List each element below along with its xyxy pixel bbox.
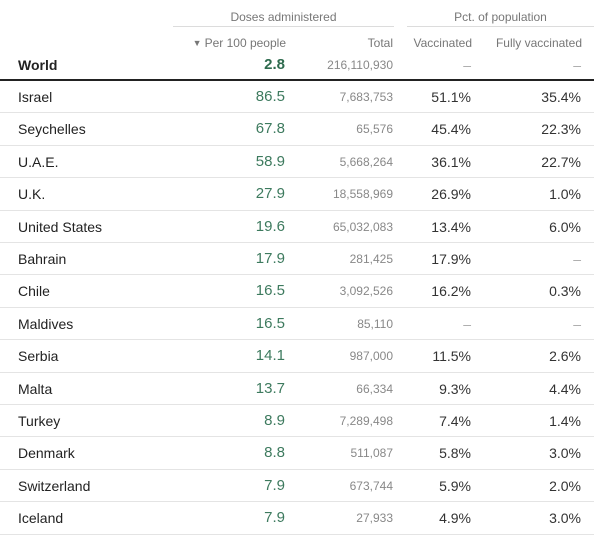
fully-vaccinated-value: – bbox=[573, 57, 581, 73]
total-doses-value: 5,668,264 bbox=[339, 154, 393, 169]
sort-descending-icon: ▼ bbox=[192, 38, 202, 48]
fully-vaccinated-value: – bbox=[573, 315, 581, 332]
total-doses-value: 281,425 bbox=[349, 252, 393, 266]
fully-vaccinated-value: 6.0% bbox=[549, 218, 581, 235]
vaccinated-value: 5.8% bbox=[439, 445, 471, 462]
fully-vaccinated-value: 22.3% bbox=[541, 121, 581, 138]
total-doses-value: 18,558,969 bbox=[332, 187, 393, 202]
table-row: U.K. 27.9 18,558,969 26.9% 1.0% bbox=[0, 178, 594, 211]
vaccinated-value: 17.9% bbox=[431, 251, 471, 267]
vaccinated-value: 4.9% bbox=[439, 510, 471, 527]
per-100-label: Per 100 people bbox=[204, 36, 286, 50]
total-doses-value: 65,032,083 bbox=[332, 219, 393, 234]
table-row: Chile 16.5 3,092,526 16.2% 0.3% bbox=[0, 275, 594, 308]
country-name: U.K. bbox=[18, 186, 46, 203]
per-100-value: 7.9 bbox=[264, 509, 285, 527]
population-group-header: Pct. of population bbox=[407, 0, 594, 27]
vaccinated-value: 13.4% bbox=[431, 218, 471, 235]
fully-vaccinated-value: 3.0% bbox=[549, 510, 581, 527]
vaccinated-value: 51.1% bbox=[431, 89, 471, 105]
vaccinated-value: 16.2% bbox=[431, 283, 471, 300]
country-name: Serbia bbox=[18, 348, 59, 365]
table-row: Malta 13.7 66,334 9.3% 4.4% bbox=[0, 373, 594, 405]
per-100-value: 16.5 bbox=[255, 314, 285, 332]
table-row: Switzerland 7.9 673,744 5.9% 2.0% bbox=[0, 470, 594, 503]
per-100-column-header[interactable]: ▼ Per 100 people bbox=[193, 36, 286, 50]
per-100-value: 19.6 bbox=[255, 217, 285, 235]
per-100-value: 13.7 bbox=[255, 379, 285, 397]
fully-vaccinated-value: 0.3% bbox=[549, 283, 581, 300]
country-name: Denmark bbox=[18, 445, 75, 462]
per-100-value: 14.1 bbox=[255, 347, 285, 365]
total-doses-value: 27,933 bbox=[356, 511, 393, 526]
country-name: World bbox=[18, 57, 58, 73]
table-row: United States 19.6 65,032,083 13.4% 6.0% bbox=[0, 211, 594, 243]
per-100-value: 17.9 bbox=[255, 250, 285, 267]
fully-vaccinated-value: 2.6% bbox=[549, 348, 581, 365]
vaccinated-value: 7.4% bbox=[439, 413, 471, 429]
country-name: Malta bbox=[18, 380, 53, 397]
vaccinated-value: 9.3% bbox=[439, 380, 471, 397]
country-name: Israel bbox=[18, 89, 53, 105]
country-name: Iceland bbox=[18, 510, 64, 527]
vaccinated-value: – bbox=[463, 315, 471, 332]
per-100-value: 67.8 bbox=[255, 120, 285, 138]
world-summary-row: World 2.8 216,110,930 – – bbox=[0, 50, 594, 81]
fully-vaccinated-value: 3.0% bbox=[549, 445, 581, 462]
country-name: Seychelles bbox=[18, 121, 86, 138]
country-name: Turkey bbox=[18, 413, 61, 429]
table-row: Israel 86.5 7,683,753 51.1% 35.4% bbox=[0, 81, 594, 114]
total-doses-value: 3,092,526 bbox=[339, 284, 393, 299]
fully-vaccinated-value: 35.4% bbox=[541, 89, 581, 105]
country-name: Bahrain bbox=[18, 251, 67, 267]
country-name: Chile bbox=[18, 283, 50, 300]
per-100-value: 86.5 bbox=[255, 88, 285, 105]
vaccinated-value: – bbox=[463, 57, 471, 73]
country-name: Maldives bbox=[18, 315, 74, 332]
per-100-value: 7.9 bbox=[264, 476, 285, 494]
vaccinated-value: 5.9% bbox=[439, 477, 471, 494]
country-name: United States bbox=[18, 218, 103, 235]
fully-vaccinated-value: 2.0% bbox=[549, 477, 581, 494]
country-name: Switzerland bbox=[18, 477, 91, 494]
total-doses-value: 7,289,498 bbox=[339, 414, 393, 428]
fully-vaccinated-value: 1.0% bbox=[549, 186, 581, 203]
table-row: Seychelles 67.8 65,576 45.4% 22.3% bbox=[0, 113, 594, 146]
table-row: Turkey 8.9 7,289,498 7.4% 1.4% bbox=[0, 405, 594, 438]
fully-vaccinated-value: 4.4% bbox=[549, 380, 581, 397]
total-doses-value: 216,110,930 bbox=[327, 58, 393, 72]
total-column-header[interactable]: Total bbox=[367, 36, 393, 50]
vaccinated-value: 11.5% bbox=[432, 348, 471, 365]
vaccinated-value: 45.4% bbox=[431, 121, 471, 138]
table-row: Serbia 14.1 987,000 11.5% 2.6% bbox=[0, 340, 594, 373]
total-doses-value: 673,744 bbox=[349, 478, 393, 493]
per-100-value: 8.8 bbox=[264, 444, 285, 462]
vaccinated-value: 36.1% bbox=[431, 153, 471, 170]
doses-group-header: Doses administered bbox=[173, 0, 394, 27]
total-doses-value: 511,087 bbox=[350, 446, 394, 461]
table-row: U.A.E. 58.9 5,668,264 36.1% 22.7% bbox=[0, 146, 594, 179]
per-100-value: 16.5 bbox=[255, 282, 285, 300]
per-100-value: 27.9 bbox=[255, 185, 285, 203]
total-doses-value: 7,683,753 bbox=[339, 90, 393, 104]
table-row: Denmark 8.8 511,087 5.8% 3.0% bbox=[0, 437, 594, 470]
total-doses-value: 65,576 bbox=[356, 122, 393, 137]
vaccinated-value: 26.9% bbox=[431, 186, 471, 203]
fully-vaccinated-value: 1.4% bbox=[549, 413, 581, 429]
total-doses-value: 987,000 bbox=[349, 349, 393, 364]
fully-vaccinated-column-header[interactable]: Fully vaccinated bbox=[495, 36, 582, 50]
table-row: Bahrain 17.9 281,425 17.9% – bbox=[0, 243, 594, 276]
per-100-value: 2.8 bbox=[264, 56, 285, 73]
per-100-value: 8.9 bbox=[264, 412, 285, 429]
per-100-value: 58.9 bbox=[255, 152, 285, 170]
total-doses-value: 85,110 bbox=[357, 316, 393, 331]
total-doses-value: 66,334 bbox=[356, 381, 393, 396]
fully-vaccinated-value: 22.7% bbox=[541, 153, 581, 170]
country-name: U.A.E. bbox=[18, 153, 59, 170]
fully-vaccinated-value: – bbox=[573, 251, 581, 267]
table-row: Maldives 16.5 85,110 – – bbox=[0, 308, 594, 341]
vaccinated-column-header[interactable]: Vaccinated bbox=[413, 36, 472, 50]
